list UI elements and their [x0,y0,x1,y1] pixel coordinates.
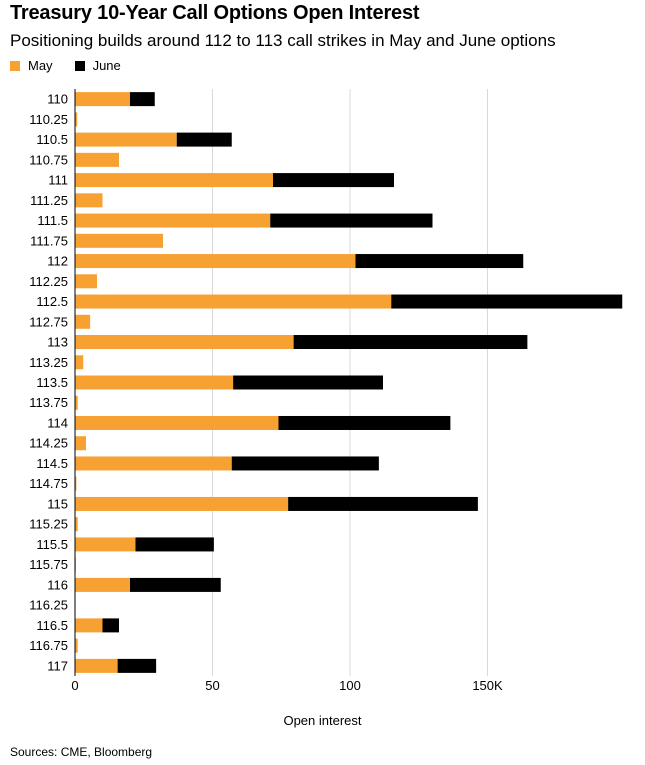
x-tick-label-0: 0 [71,678,78,693]
y-tick-label-114: 114 [47,415,68,430]
bar-june-110_5 [176,132,232,147]
bar-june-116 [130,577,221,592]
y-tick-label-113_75: 113.75 [29,395,68,410]
bar-may-116 [75,577,130,592]
y-tick-label-117: 117 [47,658,68,673]
legend-item-may: May [10,58,53,73]
y-tick-label-112_25: 112.25 [29,274,68,289]
y-tick-label-110: 110 [47,92,68,107]
bar-may-113_25 [75,355,84,370]
y-tick-label-111_25: 111.25 [30,193,68,208]
x-axis-title: Open interest [283,713,362,728]
bar-june-112_5 [391,294,623,309]
x-tick-label-50: 50 [205,678,219,693]
bar-may-115_25 [75,517,78,532]
legend-label-may: May [28,58,53,73]
legend-label-june: June [92,58,121,73]
bar-june-111 [273,173,394,188]
bar-may-110 [75,92,130,107]
bar-june-114 [278,415,451,430]
y-tick-label-113_25: 113.25 [29,355,68,370]
bar-june-113_5 [233,375,383,390]
y-tick-label-112_5: 112.5 [36,294,68,309]
bar-june-112 [355,254,524,269]
x-tick-label-150: 150K [472,678,503,693]
bar-may-116_75 [75,638,78,653]
bar-may-115 [75,496,289,511]
bar-june-117 [117,658,157,673]
bar-may-110_5 [75,132,177,147]
y-tick-label-114_25: 114.25 [29,436,68,451]
bar-may-112 [75,254,356,269]
y-tick-label-111: 111 [48,173,68,188]
y-tick-label-110_75: 110.75 [29,152,68,167]
bar-may-113_5 [75,375,234,390]
y-tick-label-113: 113 [47,335,68,350]
bar-may-111 [75,173,273,188]
y-tick-label-111_75: 111.75 [30,233,68,248]
bar-may-114_75 [75,476,77,491]
bar-may-110_75 [75,152,119,167]
y-tick-label-116: 116 [47,577,68,592]
y-tick-label-115_25: 115.25 [29,517,68,532]
bar-june-115 [288,496,478,511]
source-note: Sources: CME, Bloomberg [10,745,153,759]
bar-may-113 [75,335,294,350]
bar-may-112_25 [75,274,97,289]
y-tick-label-114_75: 114.75 [29,476,68,491]
y-tick-label-111_5: 111.5 [37,213,68,228]
y-tick-label-115_5: 115.5 [36,537,68,552]
y-tick-label-116_25: 116.25 [29,598,68,613]
legend: May June [10,58,143,73]
bar-may-111_25 [75,193,103,208]
bar-may-113_75 [75,395,78,410]
y-tick-label-110_25: 110.25 [29,112,68,127]
bar-may-112_75 [75,314,91,329]
y-tick-label-114_5: 114.5 [36,456,68,471]
bar-june-113 [293,335,528,350]
bar-june-110 [130,92,155,107]
chart-subtitle: Positioning builds around 112 to 113 cal… [10,31,556,50]
bar-june-111_5 [270,213,433,228]
y-tick-label-112: 112 [47,254,68,269]
bar-june-116_5 [102,618,119,633]
legend-swatch-may [10,60,20,71]
bar-may-116_5 [75,618,103,633]
bar-may-111_5 [75,213,271,228]
bar-june-115_5 [135,537,214,552]
y-tick-label-116_5: 116.5 [36,618,68,633]
y-tick-label-110_5: 110.5 [36,132,68,147]
chart-title: Treasury 10-Year Call Options Open Inter… [10,2,420,24]
y-tick-label-115_75: 115.75 [29,557,68,572]
bar-may-114_25 [75,436,86,451]
bar-may-111_75 [75,233,163,248]
bar-june-114_5 [231,456,379,471]
y-tick-label-115: 115 [47,496,68,511]
bar-may-112_5 [75,294,392,309]
legend-item-june: June [74,58,121,73]
bar-may-115_5 [75,537,136,552]
legend-swatch-june [74,60,85,71]
bar-may-110_25 [75,112,78,127]
x-tick-label-100: 100 [339,678,361,693]
bar-may-114 [75,415,279,430]
bar-may-117 [75,658,118,673]
bar-may-114_5 [75,456,232,471]
y-tick-label-113_5: 113.5 [36,375,68,390]
y-tick-label-116_75: 116.75 [29,638,68,653]
y-tick-label-112_75: 112.75 [29,314,68,329]
